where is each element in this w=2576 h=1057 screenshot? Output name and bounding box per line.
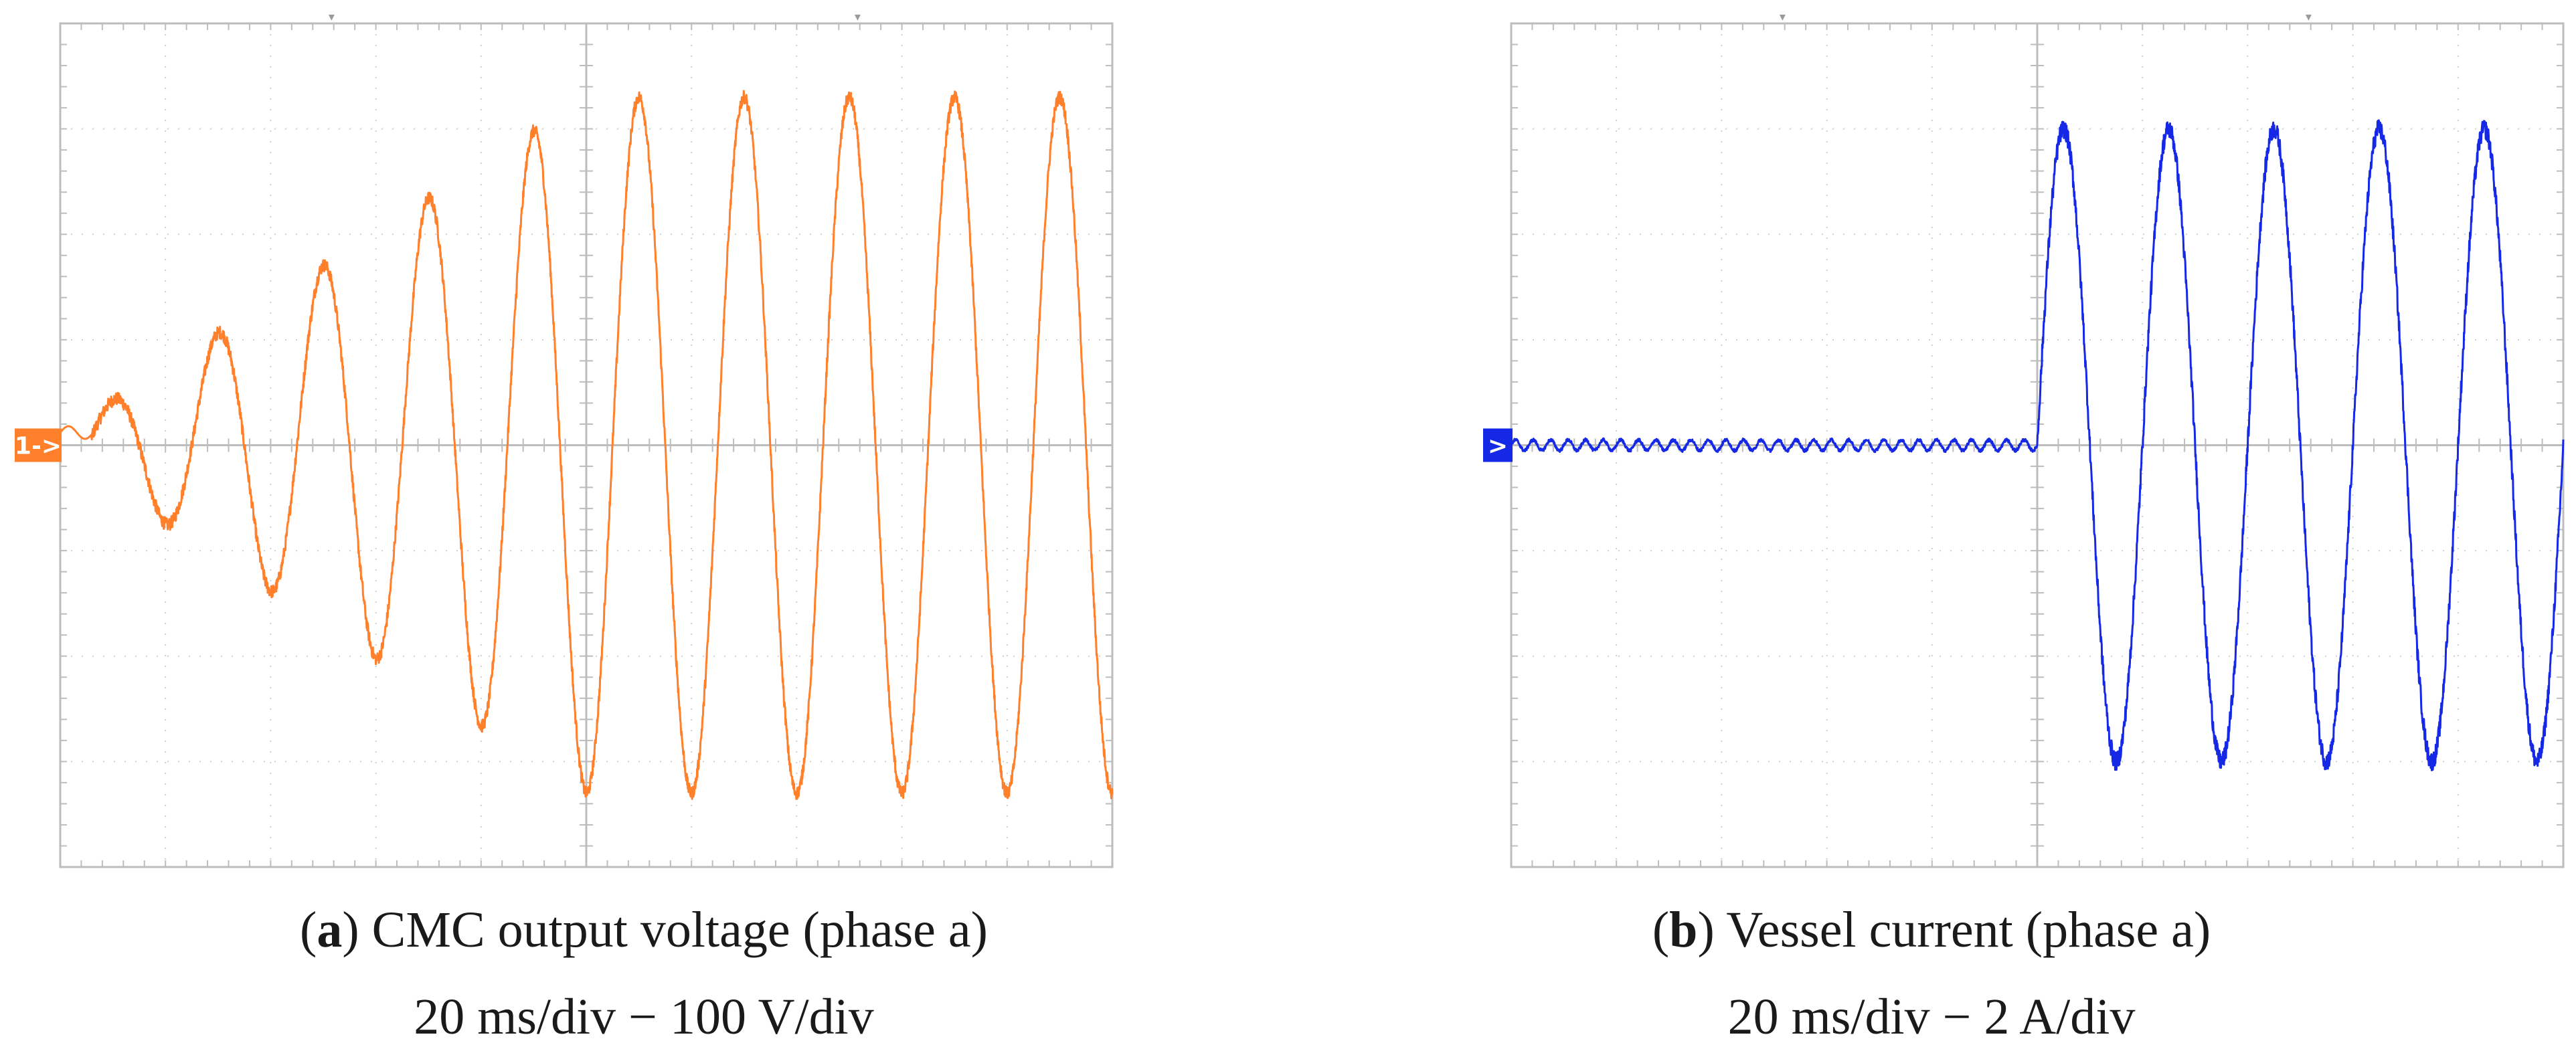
caption-text-b: Vessel current (phase a) [1726, 902, 2211, 958]
signal-trace [59, 90, 1114, 800]
extrema-marks [139, 97, 1086, 804]
caption-text-a: CMC output voltage (phase a) [371, 902, 988, 958]
caption-b: (b) Vessel current (phase a) [1652, 902, 2211, 958]
channel-marker-tag [1483, 428, 1513, 462]
panel-a: ▾ ▾ 1-> (a) CMC output voltage (phase a) 2… [15, 10, 1114, 1045]
signal-trace [1510, 119, 2565, 771]
tick-marks [60, 23, 1113, 868]
scale-text-a: 20 ms/div − 100 V/div [414, 989, 874, 1045]
scale-text-b: 20 ms/div − 2 A/div [1727, 989, 2136, 1045]
trigger-mark: ▾ [1780, 10, 1786, 23]
extrema-marks [2058, 123, 2532, 762]
panel-letter-a: a [317, 902, 343, 958]
trigger-mark: ▾ [855, 10, 861, 23]
oscilloscope-panel-a: ▾ ▾ 1-> [15, 10, 1114, 868]
oscilloscope-panel-b: ▾ ▾ > [1483, 10, 2565, 868]
trigger-mark: ▾ [2306, 10, 2312, 23]
panel-letter-b: b [1669, 902, 1698, 958]
channel-marker-label: 1-> [15, 433, 62, 460]
caption-a: (a) CMC output voltage (phase a) [300, 902, 988, 958]
trigger-mark: ▾ [329, 10, 335, 23]
tick-marks [1511, 23, 2564, 868]
channel-marker-tag [15, 428, 62, 462]
channel-marker-label: > [1488, 433, 1508, 460]
panel-b: ▾ ▾ > (b) Vessel current (phase a) 20 ms/d… [1288, 0, 2575, 1057]
